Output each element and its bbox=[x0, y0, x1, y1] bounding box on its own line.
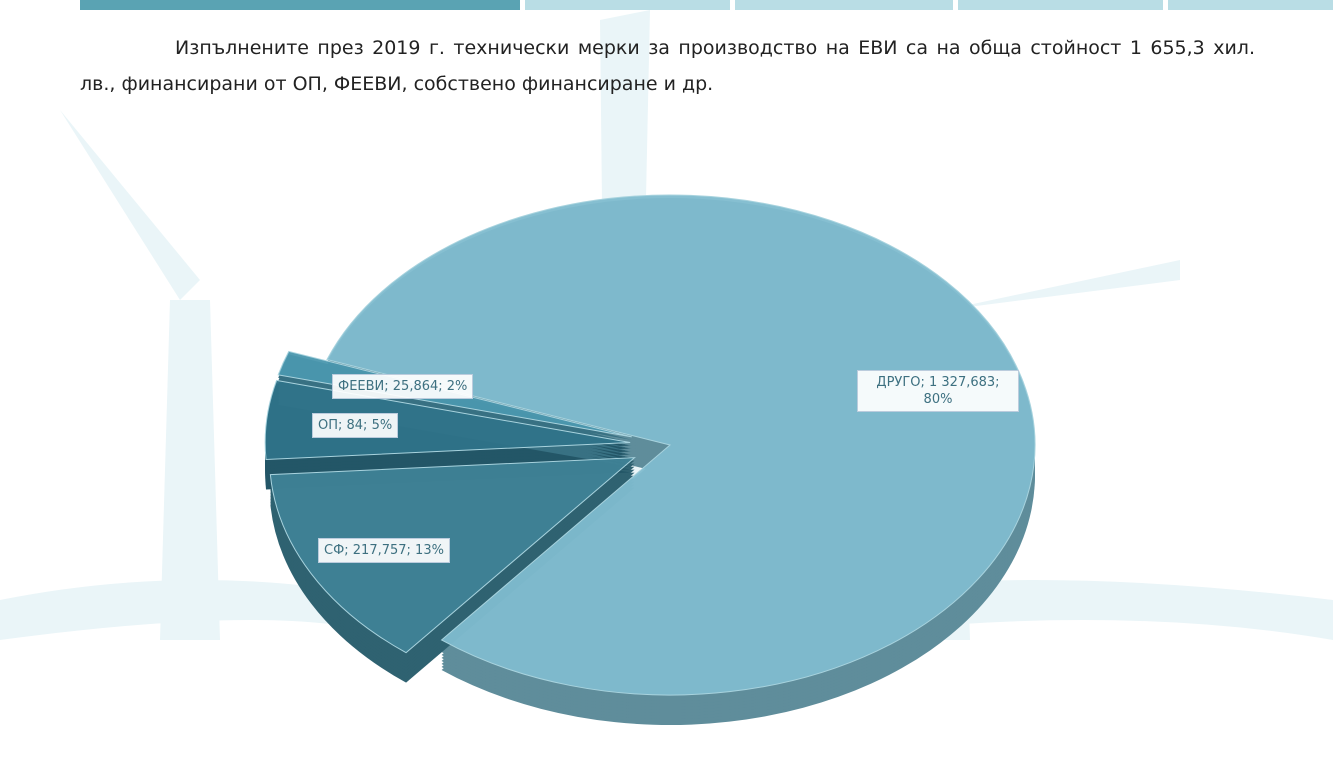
paragraph: Изпълнените през 2019 г. технически мерк… bbox=[80, 37, 1255, 95]
header-tab bbox=[1168, 0, 1333, 10]
data-label: ДРУГО; 1 327,683; 80% bbox=[857, 370, 1019, 412]
header-bar bbox=[80, 0, 520, 10]
header-tab bbox=[735, 0, 953, 10]
data-label: ФЕЕВИ; 25,864; 2% bbox=[332, 374, 474, 399]
slice bbox=[326, 194, 1036, 696]
data-label: СФ; 217,757; 13% bbox=[318, 538, 450, 563]
header-tab bbox=[525, 0, 730, 10]
slice bbox=[269, 457, 636, 654]
data-label: ОП; 84; 5% bbox=[312, 413, 399, 438]
slice bbox=[264, 379, 631, 460]
header-tab bbox=[958, 0, 1163, 10]
